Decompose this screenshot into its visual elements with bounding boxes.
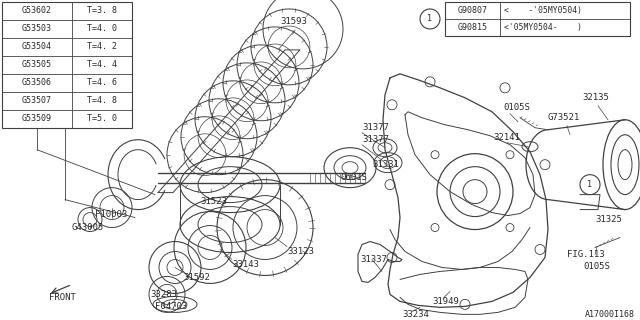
Text: 0105S: 0105S xyxy=(583,262,610,271)
Bar xyxy=(445,2,630,36)
Text: G53506: G53506 xyxy=(22,78,52,87)
Text: T=5. 0: T=5. 0 xyxy=(87,114,117,123)
Bar xyxy=(2,2,132,128)
Text: 1: 1 xyxy=(428,14,433,23)
Text: 1: 1 xyxy=(588,180,593,189)
Text: T=4. 8: T=4. 8 xyxy=(87,96,117,105)
Text: G53505: G53505 xyxy=(22,60,52,69)
Text: 31377: 31377 xyxy=(362,135,389,144)
Text: G73521: G73521 xyxy=(548,113,580,122)
Text: 31337: 31337 xyxy=(360,255,387,264)
Text: G53503: G53503 xyxy=(22,24,52,34)
Text: F04703: F04703 xyxy=(155,302,188,311)
Text: 0105S: 0105S xyxy=(503,103,530,112)
Text: 31949: 31949 xyxy=(432,297,459,306)
Text: T=3. 8: T=3. 8 xyxy=(87,6,117,15)
Text: 32135: 32135 xyxy=(582,93,609,102)
Text: 31331: 31331 xyxy=(372,160,399,169)
Text: G90815: G90815 xyxy=(458,23,488,32)
Text: G90807: G90807 xyxy=(458,6,488,15)
Text: 32141: 32141 xyxy=(493,133,520,142)
Text: A17000I168: A17000I168 xyxy=(585,310,635,319)
Text: G53509: G53509 xyxy=(22,114,52,123)
Text: FIG.113: FIG.113 xyxy=(567,250,605,259)
Text: <    -'05MY0504): < -'05MY0504) xyxy=(504,6,582,15)
Text: F10003: F10003 xyxy=(95,210,127,219)
Text: 31592: 31592 xyxy=(183,273,210,282)
Text: G53507: G53507 xyxy=(22,96,52,105)
Text: FRONT: FRONT xyxy=(49,293,76,302)
Text: <'05MY0504-    ): <'05MY0504- ) xyxy=(504,23,582,32)
Text: 33283: 33283 xyxy=(150,290,177,299)
Text: G53504: G53504 xyxy=(22,43,52,52)
Text: 0601S: 0601S xyxy=(340,173,367,182)
Text: T=4. 0: T=4. 0 xyxy=(87,24,117,34)
Text: 31377: 31377 xyxy=(362,123,389,132)
Text: 31325: 31325 xyxy=(595,215,622,224)
Text: G53602: G53602 xyxy=(22,6,52,15)
Text: 33143: 33143 xyxy=(232,260,259,269)
Text: G43005: G43005 xyxy=(72,223,104,232)
Text: T=4. 6: T=4. 6 xyxy=(87,78,117,87)
Text: T=4. 2: T=4. 2 xyxy=(87,43,117,52)
Text: 31523: 31523 xyxy=(200,197,227,206)
Text: 31593: 31593 xyxy=(280,18,307,27)
Text: 33123: 33123 xyxy=(287,247,314,256)
Text: 33234: 33234 xyxy=(402,310,429,319)
Text: T=4. 4: T=4. 4 xyxy=(87,60,117,69)
